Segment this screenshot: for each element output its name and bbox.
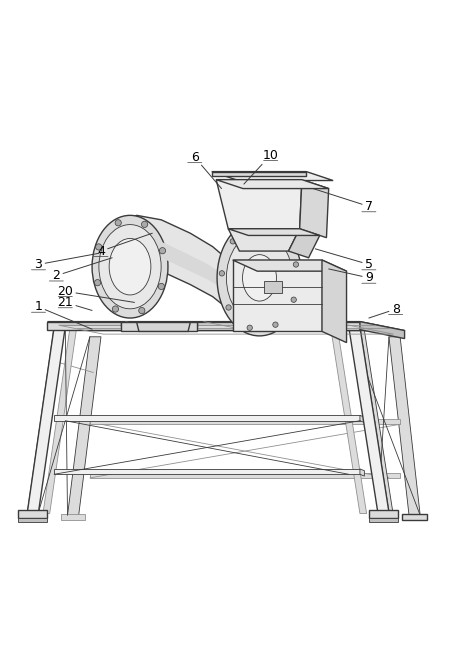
Polygon shape (90, 473, 399, 478)
Text: 1: 1 (34, 301, 92, 329)
Polygon shape (67, 337, 101, 515)
Polygon shape (226, 258, 254, 295)
Ellipse shape (226, 233, 292, 323)
Polygon shape (232, 260, 346, 271)
Polygon shape (54, 415, 359, 421)
Polygon shape (263, 281, 281, 293)
Polygon shape (18, 517, 47, 522)
Polygon shape (368, 510, 397, 517)
Polygon shape (47, 322, 404, 330)
Polygon shape (232, 260, 321, 332)
Text: 20: 20 (57, 284, 134, 303)
Polygon shape (288, 229, 319, 258)
Polygon shape (359, 415, 364, 422)
Polygon shape (359, 327, 392, 516)
Polygon shape (348, 327, 388, 512)
Circle shape (272, 322, 277, 328)
Circle shape (219, 271, 224, 276)
Polygon shape (321, 260, 346, 342)
Text: 3: 3 (34, 253, 99, 271)
Polygon shape (27, 327, 65, 512)
Circle shape (226, 305, 231, 310)
Circle shape (247, 325, 252, 330)
Polygon shape (211, 172, 306, 176)
Polygon shape (54, 469, 359, 474)
Ellipse shape (92, 215, 168, 318)
Text: 7: 7 (313, 188, 372, 213)
Polygon shape (211, 172, 332, 181)
Text: 9: 9 (328, 269, 372, 284)
Polygon shape (90, 419, 399, 424)
Circle shape (158, 283, 164, 290)
Polygon shape (330, 329, 366, 513)
Text: 6: 6 (190, 151, 221, 188)
Polygon shape (368, 517, 397, 522)
Polygon shape (130, 215, 228, 309)
Ellipse shape (242, 255, 276, 301)
Polygon shape (228, 229, 299, 251)
Polygon shape (136, 322, 190, 332)
Ellipse shape (99, 224, 161, 309)
Polygon shape (43, 329, 76, 513)
Polygon shape (121, 322, 197, 330)
Polygon shape (27, 327, 54, 516)
Polygon shape (61, 514, 85, 520)
Circle shape (141, 221, 147, 228)
Polygon shape (228, 229, 319, 235)
Ellipse shape (216, 220, 301, 336)
Text: 10: 10 (244, 148, 278, 184)
Circle shape (278, 233, 283, 238)
Text: 8: 8 (368, 303, 399, 318)
Circle shape (159, 248, 165, 254)
Polygon shape (216, 180, 328, 188)
Polygon shape (299, 180, 328, 237)
Circle shape (95, 244, 101, 250)
Polygon shape (401, 514, 426, 520)
Circle shape (230, 239, 235, 244)
Circle shape (290, 297, 296, 303)
Polygon shape (359, 322, 404, 339)
Polygon shape (359, 469, 364, 476)
Polygon shape (121, 322, 197, 327)
Text: 21: 21 (57, 296, 92, 310)
Polygon shape (47, 322, 359, 330)
Polygon shape (18, 510, 47, 517)
Ellipse shape (109, 239, 151, 295)
Circle shape (115, 220, 121, 226)
Circle shape (293, 262, 298, 267)
Polygon shape (216, 180, 301, 229)
Circle shape (94, 279, 101, 286)
Circle shape (253, 224, 258, 229)
Circle shape (138, 308, 145, 313)
Polygon shape (388, 337, 419, 515)
Circle shape (112, 306, 118, 312)
Text: 5: 5 (315, 249, 372, 271)
Text: 4: 4 (97, 233, 152, 257)
Text: 2: 2 (52, 258, 112, 282)
Polygon shape (130, 235, 228, 292)
